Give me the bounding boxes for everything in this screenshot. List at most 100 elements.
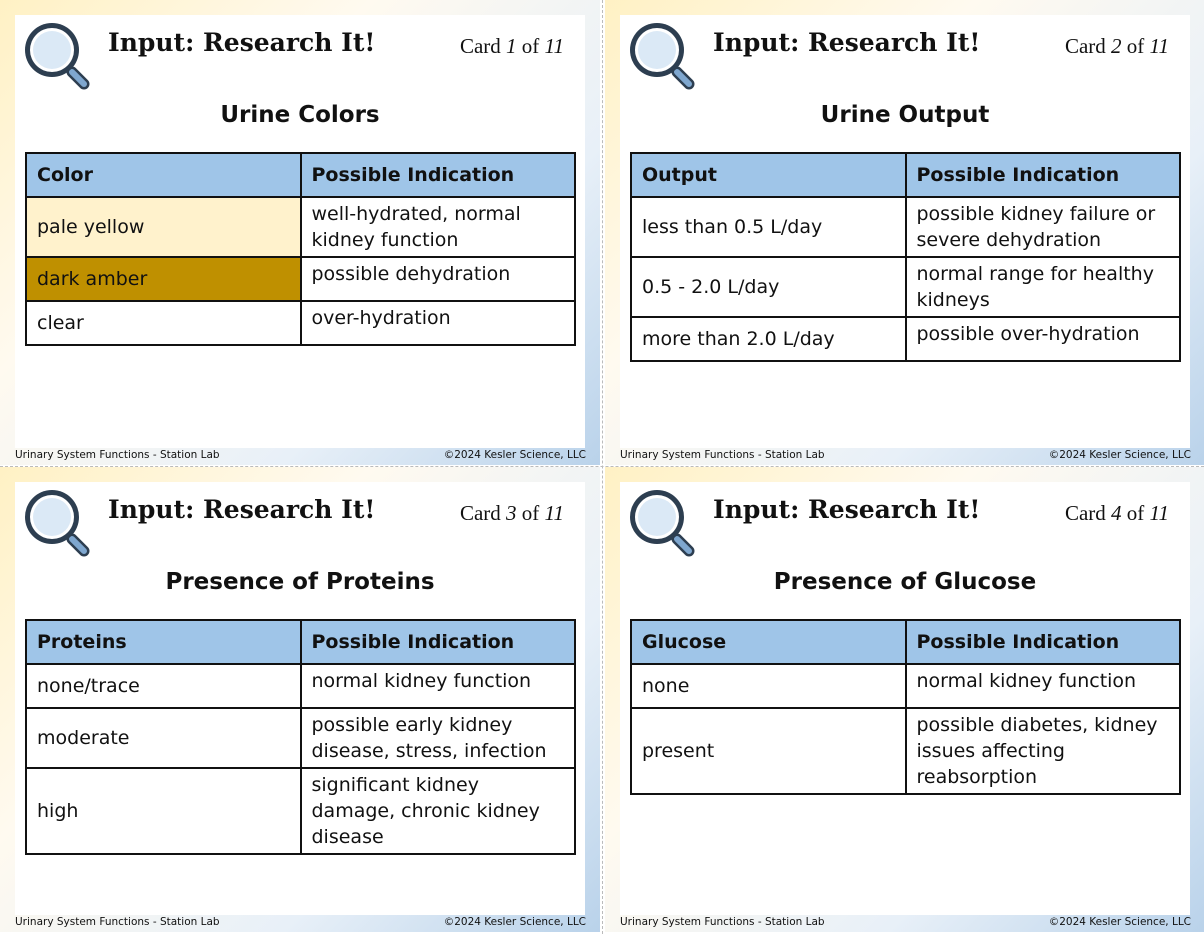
table-row: pale yellow well-hydrated, normal kidney … <box>25 196 576 258</box>
table-cell: dark amber <box>25 256 302 302</box>
card-number: Card 1 of 11 <box>460 34 564 59</box>
table-row: less than 0.5 L/day possible kidney failu… <box>630 196 1181 258</box>
magnifier <box>25 490 90 557</box>
info-table: Color Possible Indication pale yellow well-… <box>25 152 576 346</box>
table-row: dark amber possible dehydration <box>25 256 576 302</box>
table-row: clear over-hydration <box>25 300 576 346</box>
column-header: Possible Indication <box>904 619 1181 665</box>
table-cell: possible early kidney disease, stress, i… <box>299 707 576 769</box>
footer-right: ©2024 Kesler Science, LLC <box>1048 449 1191 461</box>
footer-left: Urinary System Functions - Station Lab <box>15 916 220 928</box>
magnifier <box>25 23 90 90</box>
table-row: 0.5 - 2.0 L/day normal range for healthy … <box>630 256 1181 318</box>
magnifier-icon <box>20 20 92 96</box>
table-cell: high <box>25 767 302 855</box>
table-cell: well-hydrated, normal kidney function <box>299 196 576 258</box>
card-title: Input: Research It! <box>108 495 376 524</box>
divider <box>0 466 1204 467</box>
magnifier-icon <box>20 487 92 563</box>
table-cell: clear <box>25 300 302 346</box>
card-heading: Urine Output <box>820 102 990 128</box>
footer-left: Urinary System Functions - Station Lab <box>620 449 825 461</box>
header-row: Output Possible Indication <box>630 152 1181 198</box>
card-heading: Presence of Glucose <box>773 569 1037 595</box>
of-word: of <box>521 34 540 58</box>
card-index: 3 <box>506 501 517 525</box>
table-cell: over-hydration <box>299 300 576 346</box>
table-row: none/trace normal kidney function <box>25 663 576 709</box>
footer-right: ©2024 Kesler Science, LLC <box>1048 916 1191 928</box>
info-table: Output Possible Indication less than 0.5 L… <box>630 152 1181 362</box>
column-header: Glucose <box>630 619 907 665</box>
table-cell: normal kidney function <box>904 663 1181 709</box>
card-index: 4 <box>1111 501 1122 525</box>
table-cell: present <box>630 707 907 795</box>
table-cell: possible dehydration <box>299 256 576 302</box>
table-cell: possible over-hydration <box>904 316 1181 362</box>
magnifier <box>630 490 695 557</box>
table-cell: 0.5 - 2.0 L/day <box>630 256 907 318</box>
card-number: Card 4 of 11 <box>1065 501 1169 526</box>
card-total: 11 <box>1149 34 1169 58</box>
table-row: more than 2.0 L/day possible over-hydrati… <box>630 316 1181 362</box>
footer-right: ©2024 Kesler Science, LLC <box>443 449 586 461</box>
footer-left: Urinary System Functions - Station Lab <box>15 449 220 461</box>
table-cell: significant kidney damage, chronic kidne… <box>299 767 576 855</box>
magnifier-icon <box>625 20 697 96</box>
card-number: Card 2 of 11 <box>1065 34 1169 59</box>
divider <box>602 0 603 934</box>
card: Input: Research It! Card 2 of 11 Urine Out… <box>605 0 1204 465</box>
magnifier-icon <box>625 487 697 563</box>
card-title: Input: Research It! <box>108 28 376 57</box>
card-title: Input: Research It! <box>713 28 981 57</box>
card-number: Card 3 of 11 <box>460 501 564 526</box>
card-total: 11 <box>544 501 564 525</box>
column-header: Possible Indication <box>904 152 1181 198</box>
table-cell: more than 2.0 L/day <box>630 316 907 362</box>
card-word: Card <box>459 34 501 58</box>
footer-left: Urinary System Functions - Station Lab <box>620 916 825 928</box>
card-heading: Urine Colors <box>220 102 380 128</box>
table-cell: pale yellow <box>25 196 302 258</box>
column-header: Possible Indication <box>299 152 576 198</box>
card-index: 1 <box>506 34 517 58</box>
card-word: Card <box>459 501 501 525</box>
column-header: Possible Indication <box>299 619 576 665</box>
table-row: present possible diabetes, kidney issues … <box>630 707 1181 795</box>
card-word: Card <box>1064 501 1106 525</box>
header-row: Color Possible Indication <box>25 152 576 198</box>
card-total: 11 <box>1149 501 1169 525</box>
header-row: Glucose Possible Indication <box>630 619 1181 665</box>
card-index: 2 <box>1111 34 1122 58</box>
table-row: high significant kidney damage, chronic k… <box>25 767 576 855</box>
table-row: moderate possible early kidney disease, s… <box>25 707 576 769</box>
card-title: Input: Research It! <box>713 495 981 524</box>
table-row: none normal kidney function <box>630 663 1181 709</box>
info-table: Glucose Possible Indication none normal kid… <box>630 619 1181 795</box>
table-cell: normal kidney function <box>299 663 576 709</box>
card-heading: Presence of Proteins <box>165 569 435 595</box>
header-row: Proteins Possible Indication <box>25 619 576 665</box>
card: Input: Research It! Card 3 of 11 Presence … <box>0 467 600 932</box>
of-word: of <box>1126 501 1145 525</box>
table-cell: none <box>630 663 907 709</box>
card-total: 11 <box>544 34 564 58</box>
of-word: of <box>521 501 540 525</box>
table-cell: possible kidney failure or severe dehydr… <box>904 196 1181 258</box>
magnifier <box>630 23 695 90</box>
card: Input: Research It! Card 1 of 11 Urine Col… <box>0 0 600 465</box>
card-word: Card <box>1064 34 1106 58</box>
card: Input: Research It! Card 4 of 11 Presence … <box>605 467 1204 932</box>
table-cell: moderate <box>25 707 302 769</box>
of-word: of <box>1126 34 1145 58</box>
table-cell: none/trace <box>25 663 302 709</box>
column-header: Color <box>25 152 302 198</box>
footer-right: ©2024 Kesler Science, LLC <box>443 916 586 928</box>
table-cell: normal range for healthy kidneys <box>904 256 1181 318</box>
table-cell: less than 0.5 L/day <box>630 196 907 258</box>
column-header: Output <box>630 152 907 198</box>
info-table: Proteins Possible Indication none/trace nor… <box>25 619 576 855</box>
column-header: Proteins <box>25 619 302 665</box>
table-cell: possible diabetes, kidney issues affecti… <box>904 707 1181 795</box>
